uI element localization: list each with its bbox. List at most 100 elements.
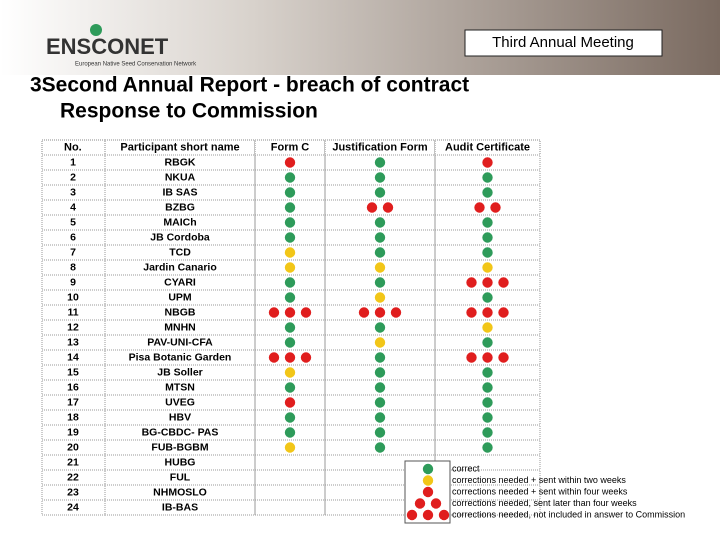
participant-name: NBGB bbox=[165, 306, 196, 318]
status-dot bbox=[374, 307, 386, 318]
status-dot bbox=[482, 172, 493, 183]
column-header: Audit Certificate bbox=[445, 141, 530, 153]
status-dot bbox=[498, 307, 509, 318]
status-dot bbox=[374, 352, 386, 363]
legend: correct corrections needed + sent within … bbox=[404, 460, 685, 524]
participant-name: Pisa Botanic Garden bbox=[129, 351, 232, 363]
status-dot bbox=[482, 442, 493, 453]
cell bbox=[254, 469, 326, 486]
status-dot bbox=[374, 277, 386, 288]
row-number: 22 bbox=[67, 471, 79, 483]
status-dot bbox=[284, 157, 296, 168]
status-dot bbox=[374, 397, 386, 408]
slide-title: 3Second Annual Report - breach of contra… bbox=[30, 74, 469, 97]
row-number: 21 bbox=[67, 456, 79, 468]
participant-name: MTSN bbox=[165, 381, 195, 393]
logo: ENSCONET bbox=[46, 34, 169, 59]
status-dot bbox=[300, 307, 312, 318]
status-dot bbox=[374, 427, 386, 438]
status-dot bbox=[284, 352, 296, 363]
status-dot bbox=[422, 463, 434, 475]
status-dot bbox=[300, 352, 312, 363]
status-dot bbox=[284, 367, 296, 378]
row-number: 13 bbox=[67, 336, 79, 348]
status-dot bbox=[482, 262, 493, 273]
status-dot bbox=[482, 352, 493, 363]
participant-name: HUBG bbox=[165, 456, 196, 468]
row-number: 9 bbox=[70, 276, 76, 288]
header-title: Third Annual Meeting bbox=[492, 34, 634, 51]
status-dot bbox=[482, 367, 493, 378]
status-dot bbox=[498, 352, 509, 363]
status-dot bbox=[374, 412, 386, 423]
status-dot bbox=[482, 157, 493, 168]
status-dot bbox=[466, 277, 477, 288]
row-number: 24 bbox=[67, 501, 79, 513]
status-dot bbox=[284, 277, 296, 288]
participant-name: MAICh bbox=[163, 216, 196, 228]
column-header: Justification Form bbox=[332, 141, 428, 153]
row-number: 7 bbox=[70, 246, 76, 258]
status-dot bbox=[284, 217, 296, 228]
status-dot bbox=[482, 247, 493, 258]
row-number: 6 bbox=[70, 231, 76, 243]
row-number: 3 bbox=[70, 186, 76, 198]
participant-name: TCD bbox=[169, 246, 191, 258]
status-dot bbox=[374, 187, 386, 198]
status-dot bbox=[482, 397, 493, 408]
column-header: Participant short name bbox=[120, 141, 239, 153]
status-dot bbox=[498, 277, 509, 288]
status-dot bbox=[284, 442, 296, 453]
participant-name: FUB-BGBM bbox=[151, 441, 208, 453]
status-dot bbox=[482, 427, 493, 438]
status-dot bbox=[482, 322, 493, 333]
cell bbox=[254, 454, 326, 471]
cell bbox=[324, 499, 436, 516]
participant-name: BZBG bbox=[165, 201, 195, 213]
participant-name: IB-BAS bbox=[162, 501, 198, 513]
row-number: 11 bbox=[67, 306, 78, 318]
status-dot bbox=[284, 427, 296, 438]
row-number: 20 bbox=[67, 441, 79, 453]
status-dot bbox=[414, 498, 426, 509]
status-dot bbox=[284, 292, 296, 303]
row-number: 5 bbox=[70, 216, 76, 228]
status-dot bbox=[482, 187, 493, 198]
status-dot bbox=[466, 307, 477, 318]
status-dot bbox=[284, 262, 296, 273]
status-dot bbox=[284, 202, 296, 213]
participant-name: HBV bbox=[169, 411, 191, 423]
status-dot bbox=[374, 337, 386, 348]
row-number: 19 bbox=[67, 426, 79, 438]
row-number: 15 bbox=[67, 366, 79, 378]
status-dot bbox=[482, 217, 493, 228]
slide-title: Response to Commission bbox=[60, 100, 318, 123]
status-dot bbox=[482, 232, 493, 243]
cell bbox=[254, 484, 326, 501]
cell bbox=[434, 199, 541, 216]
participant-name: FUL bbox=[170, 471, 191, 483]
status-dot bbox=[466, 352, 477, 363]
legend-label: corrections needed + sent within two wee… bbox=[452, 475, 626, 485]
table: No. Participant short name Form C Justifica… bbox=[41, 139, 541, 516]
status-dot bbox=[374, 157, 386, 168]
status-dot bbox=[482, 277, 493, 288]
status-dot bbox=[268, 352, 280, 363]
status-dot bbox=[482, 337, 493, 348]
status-dot bbox=[430, 498, 442, 509]
status-dot bbox=[366, 202, 378, 213]
status-dot bbox=[374, 232, 386, 243]
status-dot bbox=[482, 382, 493, 393]
participant-name: PAV-UNI-CFA bbox=[147, 336, 213, 348]
status-dot bbox=[374, 262, 386, 273]
participant-name: JB Cordoba bbox=[150, 231, 210, 243]
status-dot bbox=[422, 486, 434, 498]
participant-name: NKUA bbox=[165, 171, 196, 183]
status-dot bbox=[482, 307, 493, 318]
status-dot bbox=[422, 509, 434, 521]
status-dot bbox=[422, 475, 434, 486]
status-dot bbox=[406, 509, 418, 521]
cell bbox=[324, 199, 436, 216]
participant-name: CYARI bbox=[164, 276, 196, 288]
status-dot bbox=[284, 397, 296, 408]
